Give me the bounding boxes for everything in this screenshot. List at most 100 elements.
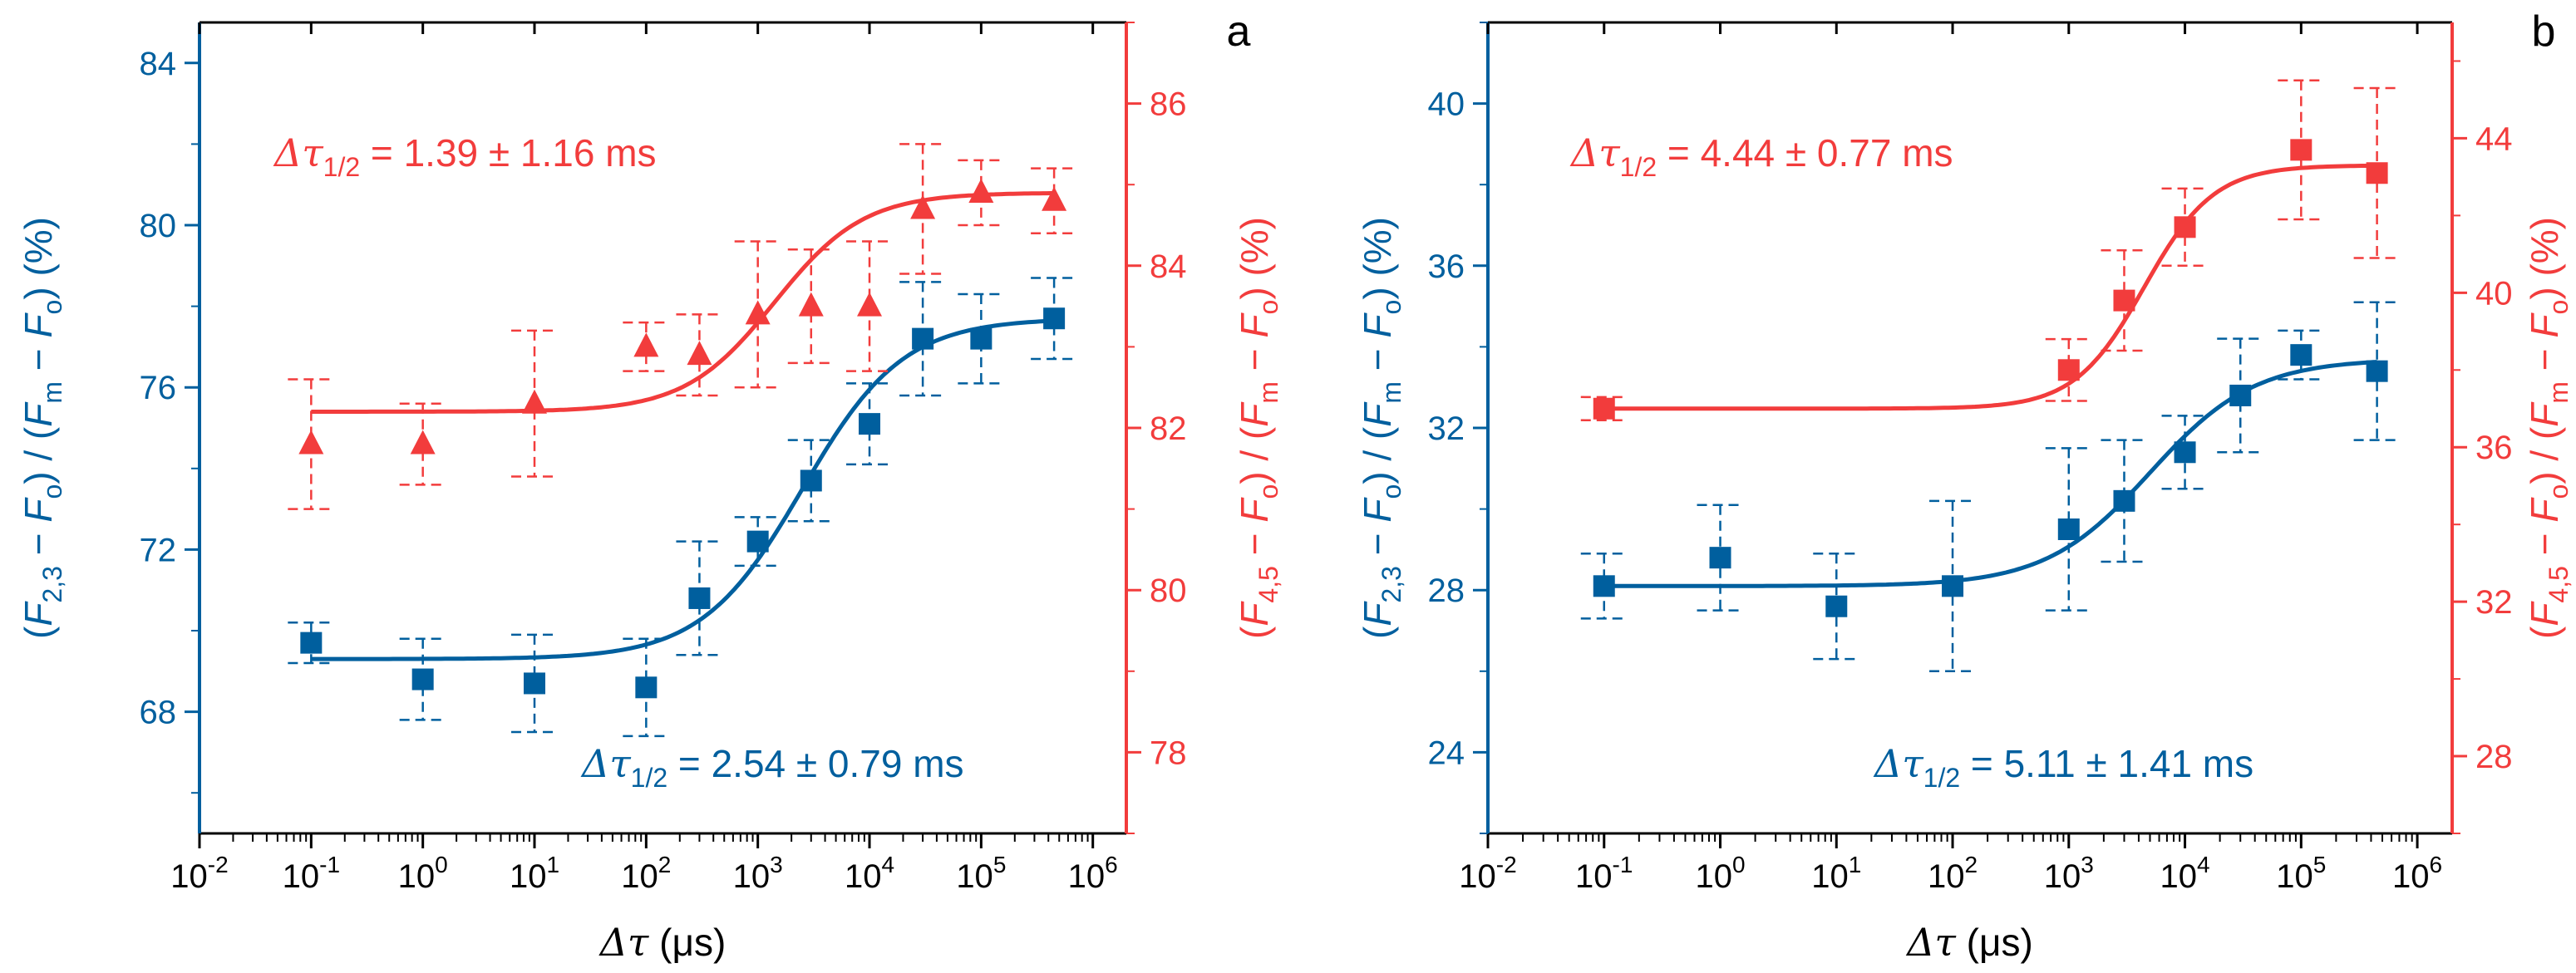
x-tick-base: 10 [2044,858,2081,895]
data-point [2113,489,2135,512]
x-tick-exponent: 0 [435,852,448,877]
x-tick-label: 105 [956,852,1006,895]
left-tick-label: 80 [140,208,177,244]
x-tick-base: 10 [1811,858,1849,895]
data-point [522,389,548,414]
label-part: ( [2523,626,2566,639]
left-tick-label: 24 [1428,735,1465,771]
x-title-unit: (μs) [648,921,726,964]
x-tick-label: 10-1 [1575,852,1633,895]
label-part: o [1254,300,1283,315]
label-part: − [2523,338,2566,381]
x-tick-exponent: 0 [1732,852,1746,877]
data-point [745,300,771,325]
data-point [688,587,711,609]
data-point [800,469,822,492]
label-part: − [1233,338,1276,381]
label-part: F [1233,601,1276,627]
series-F4,5 [288,143,1078,510]
label-part: m [1254,381,1283,404]
data-point [300,631,323,654]
label-part: o [1254,484,1283,499]
data-point [798,292,824,317]
annotation-symbol: Δτ [273,130,324,175]
label-part: F [2523,601,2566,627]
x-tick-exponent: 2 [1964,852,1978,877]
data-point [1593,575,1615,597]
panel-letter: a [1227,7,1251,56]
label-part: F [1233,312,1276,338]
label-part: F [2523,401,2566,427]
x-tick-label: 105 [2276,852,2326,895]
x-tick-exponent: -1 [319,852,340,877]
panel-b: 10-2 10-1 100 101 102 103 104 105 10624283236402… [1356,7,2574,965]
data-point [746,530,769,553]
fit-curve [311,318,1055,661]
annotation-value: = 5.11 ± 1.41 ms [1960,742,2253,785]
label-part: o [2544,300,2574,315]
data-point [968,178,994,203]
label-part: o [2544,484,2574,499]
x-tick-exponent: 5 [2313,852,2327,877]
label-part: ( [17,626,60,639]
x-tick-base: 10 [398,858,436,895]
data-point [524,672,546,695]
annotation-value: = 2.54 ± 0.79 ms [667,742,963,785]
x-tick-label: 102 [1928,852,1978,895]
x-tick-exponent: 3 [770,852,783,877]
label-part: F [17,497,60,523]
label-part: m [37,381,67,404]
label-part: F [1356,312,1399,338]
left-tick-label: 28 [1428,572,1465,609]
label-part: ( [1356,626,1399,639]
label-part: ) / ( [1233,426,1276,484]
series-F2,3 [288,277,1078,738]
right-tick-label: 32 [2475,584,2513,621]
left-tick-label: 36 [1428,248,1465,285]
fit-curve [311,191,1055,414]
x-tick-base: 10 [2160,858,2198,895]
label-part: m [2544,381,2574,404]
x-tick-exponent: 6 [1105,852,1118,877]
data-point [687,341,712,366]
label-part: ) / ( [1356,426,1399,484]
data-point [910,194,936,219]
x-tick-label: 103 [733,852,783,895]
x-tick-exponent: -2 [208,852,229,877]
annotation-subscript: 1/2 [1620,152,1657,182]
label-part: ) (%) [17,217,60,300]
x-tick-base: 10 [1068,858,1106,895]
x-tick-label: 10-2 [1459,852,1516,895]
label-part: ) / ( [2523,426,2566,484]
x-tick-exponent: -1 [1613,852,1633,877]
x-tick-base: 10 [1575,858,1613,895]
label-part: o [1377,484,1406,499]
annotation-value: = 4.44 ± 0.77 ms [1657,131,1953,174]
x-title-unit: (μs) [1956,921,2033,964]
x-tick-exponent: 6 [2430,852,2443,877]
label-part: 4,5 [1254,566,1283,602]
annotation-subscript: 1/2 [631,763,667,793]
x-title-symbol: Δτ [598,920,650,965]
annotation-subscript: 1/2 [323,152,360,182]
panel-letter: b [2532,7,2556,56]
label-part: 2,3 [1377,566,1406,602]
left-axis-title: (F2,3 − Fo) / (Fm − Fo) (%) [17,217,67,639]
x-tick-exponent: 2 [658,852,672,877]
label-part: − [1356,338,1399,381]
x-tick-label: 101 [510,852,559,895]
panel-a: 10-2 10-1 100 101 102 103 104 105 10668727680847… [17,7,1283,965]
label-part: m [1377,381,1406,404]
data-point [1825,595,1848,617]
label-part: o [37,484,67,499]
x-tick-label: 106 [1068,852,1118,895]
right-tick-label: 86 [1150,86,1187,123]
label-part: ( [1233,626,1276,639]
label-part: F [1356,497,1399,523]
x-tick-label: 104 [2160,852,2210,895]
label-part: F [2523,312,2566,338]
label-part: F [1356,401,1399,427]
x-tick-label: 10-1 [283,852,340,895]
x-tick-label: 102 [621,852,671,895]
